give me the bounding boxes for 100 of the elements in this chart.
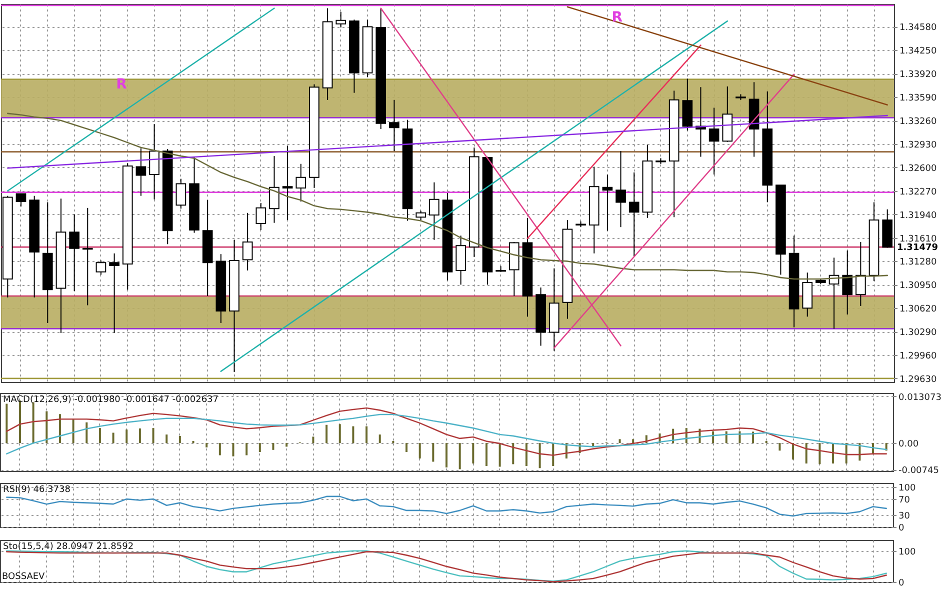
y-tick-label: 1.30620 (900, 304, 937, 315)
bar (246, 443, 248, 456)
candlestick (389, 99, 400, 152)
y-tick-label: 1.30950 (900, 281, 937, 292)
y-tick-label: 1.30290 (900, 328, 937, 338)
bar (446, 443, 448, 468)
y-tick-label: 1.33260 (900, 117, 937, 128)
y-tick-label: 30 (898, 512, 910, 522)
bar (512, 443, 514, 464)
bar (272, 443, 274, 450)
candlestick (69, 214, 80, 292)
line-series (6, 496, 887, 517)
annotation: R (116, 76, 128, 92)
y-tick-label: 1.33920 (900, 70, 937, 80)
bar (86, 422, 88, 444)
candlestick (602, 174, 613, 232)
candlestick (429, 182, 440, 240)
candlestick (82, 207, 93, 306)
bar (792, 443, 794, 460)
candlestick (109, 252, 120, 334)
line-series (6, 414, 887, 454)
y-tick-label: 1.34250 (900, 46, 937, 57)
bar (178, 436, 181, 444)
candlestick (176, 178, 186, 210)
y-tick-label: 1.33590 (900, 94, 937, 104)
bar (418, 443, 421, 458)
annotation: BOSSAEV (2, 572, 46, 582)
candlestick (269, 156, 280, 224)
candlestick (842, 250, 853, 315)
bar (618, 439, 621, 444)
y-tick-label: 1.29960 (900, 352, 937, 362)
bar (112, 432, 114, 444)
bar (778, 443, 781, 451)
y-tick-label: 1.31940 (900, 210, 937, 221)
bar (392, 440, 394, 444)
annotation: R (612, 10, 623, 26)
candlestick (242, 212, 253, 271)
y-tick-label: 1.32930 (900, 140, 937, 150)
y-tick-label: 1.29630 (900, 374, 937, 385)
candlestick (136, 148, 146, 196)
y-tick-label: 1.32600 (900, 164, 937, 174)
chart-title: RSI(9) 46.3738 (3, 485, 71, 495)
chart-title: Sto(15,5,4) 28.0947 21.8592 (3, 542, 134, 552)
bar (485, 443, 488, 466)
chart-title: MACD(12,26,9) -0.001980 -0.001647 -0.002637 (3, 395, 219, 405)
bar (286, 443, 288, 447)
y-tick-label: 1.34580 (900, 23, 937, 34)
y-tick-label: 0 (898, 524, 904, 534)
y-tick-label: 0 (898, 578, 904, 588)
bar (258, 443, 261, 452)
bar (98, 428, 101, 444)
bar (192, 440, 194, 444)
y-tick-label: 1.31610 (900, 234, 937, 244)
bar (406, 443, 408, 452)
bar (206, 443, 208, 448)
candlestick (282, 146, 293, 220)
bar (432, 443, 434, 462)
bar (805, 443, 808, 464)
bar (765, 440, 768, 444)
bar (32, 402, 34, 444)
bar (232, 443, 234, 456)
bar (352, 426, 354, 444)
y-tick-label: 0.00 (898, 440, 919, 450)
bar (152, 428, 154, 444)
bar (632, 439, 634, 444)
y-tick-label: 100 (898, 484, 916, 494)
y-tick-label: 100 (898, 547, 916, 558)
y-tick-label: 1.31280 (900, 258, 937, 268)
bar (366, 426, 368, 444)
bar (378, 434, 381, 444)
y-tick-label: 0.013073 (898, 392, 942, 403)
ref-line-label: 1.31479 (897, 243, 938, 254)
y-tick-label: -0.00745 (898, 466, 939, 476)
bar (46, 411, 48, 444)
bar (166, 434, 168, 444)
bar (138, 428, 141, 444)
candlestick (296, 163, 306, 202)
candlestick (336, 11, 346, 28)
bar (525, 443, 528, 466)
bar (885, 443, 888, 451)
bar (126, 429, 128, 444)
bar (326, 424, 328, 444)
bar (498, 443, 501, 467)
y-tick-label: 70 (898, 496, 910, 506)
bar (472, 443, 474, 464)
bar (338, 424, 341, 444)
bar (72, 419, 74, 444)
y-tick-label: 1.32270 (900, 187, 937, 198)
candlestick (96, 260, 106, 276)
candlestick (149, 124, 160, 200)
bar (218, 443, 221, 456)
candlestick (708, 107, 720, 176)
bar (6, 404, 8, 444)
bar (58, 414, 61, 444)
bar (458, 443, 461, 470)
bar (818, 443, 821, 464)
candlestick (856, 242, 866, 306)
bar (312, 436, 314, 444)
candlestick (16, 193, 26, 207)
candlestick (616, 150, 626, 228)
